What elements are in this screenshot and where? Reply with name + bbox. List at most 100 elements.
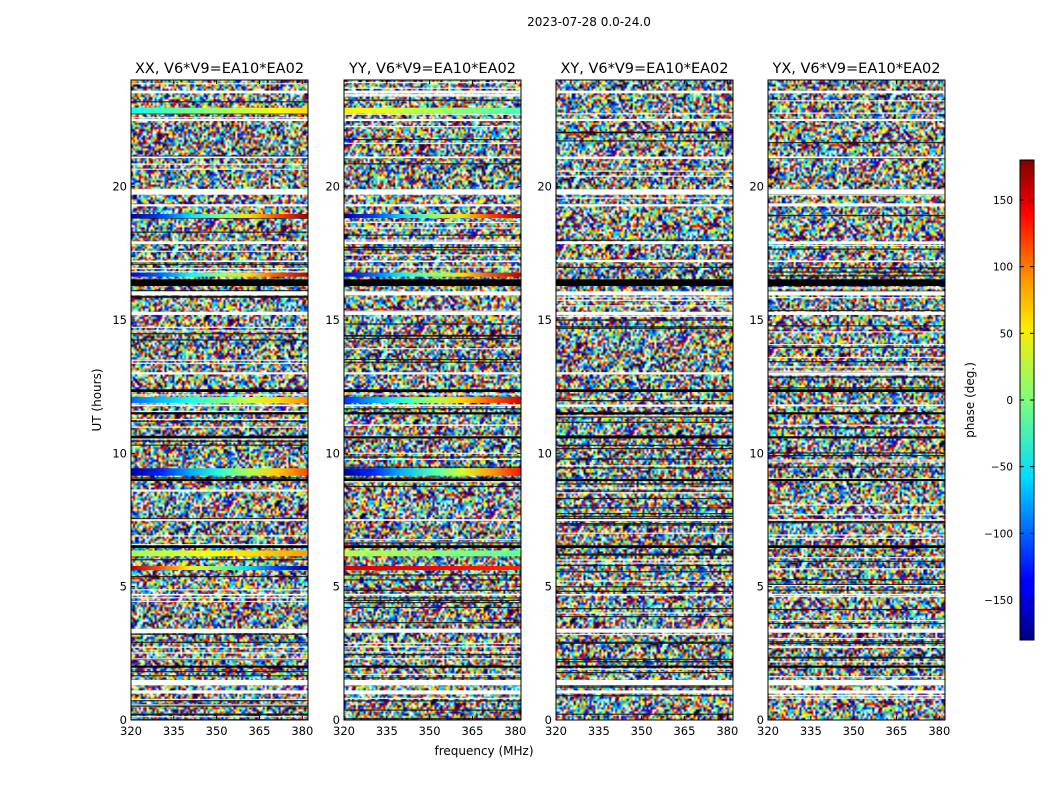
flag-line bbox=[556, 580, 733, 582]
x-tick-label: 380 bbox=[504, 724, 526, 738]
flagged-black-band bbox=[131, 279, 308, 286]
flag-line bbox=[344, 589, 521, 591]
flag-line bbox=[131, 362, 308, 364]
flag-line bbox=[131, 652, 308, 654]
coherent-phase-band bbox=[344, 214, 521, 218]
coherent-phase-band bbox=[344, 397, 521, 403]
flagged-white-band bbox=[131, 90, 308, 94]
flag-line bbox=[768, 370, 945, 372]
flag-line bbox=[344, 651, 521, 653]
flagged-white-band bbox=[131, 260, 308, 263]
flag-line bbox=[768, 374, 945, 376]
flagged-black-band bbox=[131, 478, 308, 482]
flag-line bbox=[768, 387, 945, 389]
flag-line bbox=[768, 361, 945, 363]
flag-line bbox=[344, 254, 521, 256]
flagged-white-band bbox=[768, 680, 945, 686]
flag-line bbox=[344, 335, 521, 337]
flag-line bbox=[556, 554, 733, 556]
flagged-black-band bbox=[556, 412, 733, 415]
flag-line bbox=[344, 673, 521, 675]
flag-line bbox=[768, 244, 945, 246]
flag-line bbox=[131, 330, 308, 332]
flag-line bbox=[768, 331, 945, 333]
colorbar: 150 100 50 0 −50 −100 −150 phase (deg.) bbox=[963, 159, 1035, 641]
flag-line bbox=[768, 622, 945, 625]
flag-line bbox=[768, 142, 945, 144]
x-tick-label: 335 bbox=[800, 724, 822, 738]
flagged-white-band bbox=[556, 690, 733, 694]
flag-line bbox=[344, 477, 521, 479]
flag-line bbox=[131, 713, 308, 715]
flagged-white-band bbox=[556, 519, 733, 521]
flag-line bbox=[344, 227, 521, 229]
y-tick-label: 20 bbox=[537, 180, 552, 194]
flag-line bbox=[556, 435, 733, 437]
flag-line bbox=[131, 518, 308, 520]
y-tick-label: 15 bbox=[112, 313, 127, 327]
coherent-phase-band bbox=[131, 272, 308, 277]
colorbar-tick-label: −150 bbox=[984, 595, 1013, 607]
coherent-phase-band bbox=[344, 468, 521, 476]
flagged-black-band bbox=[344, 478, 521, 482]
flag-line bbox=[556, 421, 733, 423]
flagged-white-band bbox=[768, 404, 945, 407]
flag-line bbox=[344, 579, 521, 581]
flagged-white-band bbox=[768, 628, 945, 633]
flag-line bbox=[131, 597, 308, 599]
y-tick-label: 10 bbox=[749, 446, 764, 460]
flagged-black-band bbox=[768, 665, 945, 668]
flag-line bbox=[344, 642, 521, 644]
flag-line bbox=[556, 532, 733, 534]
flag-line bbox=[344, 424, 521, 426]
flagged-black-band bbox=[768, 545, 945, 548]
flag-line bbox=[768, 568, 945, 570]
flagged-white-band bbox=[344, 372, 521, 375]
flagged-white-band bbox=[556, 204, 733, 207]
flagged-white-band bbox=[344, 690, 521, 694]
flag-line bbox=[131, 326, 308, 328]
flag-line bbox=[131, 83, 308, 85]
flag-line bbox=[344, 246, 521, 248]
flag-line bbox=[556, 157, 733, 160]
flagged-black-band bbox=[556, 436, 733, 439]
flag-line bbox=[556, 259, 733, 261]
flag-line bbox=[344, 266, 521, 268]
panel-frame bbox=[555, 79, 734, 721]
flag-line bbox=[556, 590, 733, 592]
flag-line bbox=[344, 87, 521, 89]
flag-line bbox=[344, 94, 521, 96]
coherent-phase-band bbox=[131, 468, 308, 476]
flagged-white-band bbox=[344, 156, 521, 159]
flag-line bbox=[556, 642, 733, 644]
flagged-black-band bbox=[556, 389, 733, 392]
flag-line bbox=[768, 697, 945, 699]
panel-title: XY, V6*V9=EA10*EA02 bbox=[560, 61, 728, 77]
flag-line bbox=[556, 326, 733, 328]
flag-line bbox=[556, 266, 733, 268]
flag-line bbox=[344, 646, 521, 648]
flag-line bbox=[344, 163, 521, 165]
x-tick-label: 335 bbox=[588, 724, 610, 738]
flag-line bbox=[556, 492, 733, 494]
flag-line bbox=[344, 599, 521, 601]
x-tick-label: 350 bbox=[843, 724, 865, 738]
flag-line bbox=[344, 358, 521, 361]
flag-line bbox=[131, 714, 308, 716]
flag-line bbox=[344, 408, 521, 410]
flag-line bbox=[556, 695, 733, 697]
flag-line bbox=[768, 583, 945, 586]
flag-line bbox=[768, 203, 945, 205]
flag-line bbox=[131, 267, 308, 270]
flagged-white-band bbox=[344, 628, 521, 633]
phase-waterfall-image bbox=[768, 80, 945, 720]
y-tick-label: 0 bbox=[333, 713, 340, 727]
flag-line bbox=[344, 361, 521, 363]
flag-line bbox=[131, 295, 308, 298]
flag-line bbox=[131, 589, 308, 591]
flag-line bbox=[131, 113, 308, 115]
flag-line bbox=[344, 539, 521, 541]
flag-line bbox=[344, 697, 521, 699]
flag-line bbox=[556, 564, 733, 567]
flag-line bbox=[768, 366, 945, 368]
